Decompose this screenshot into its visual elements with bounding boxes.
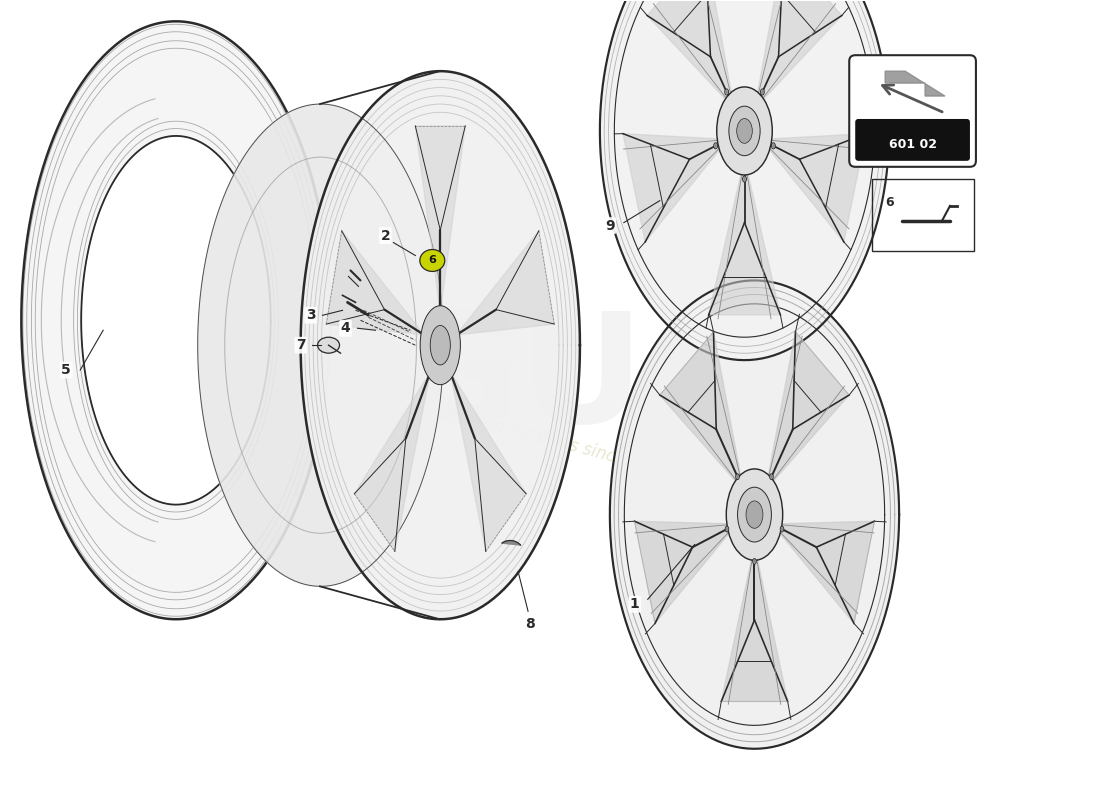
Ellipse shape bbox=[725, 89, 728, 95]
Ellipse shape bbox=[318, 338, 340, 353]
Ellipse shape bbox=[726, 90, 728, 94]
Ellipse shape bbox=[714, 142, 717, 149]
Polygon shape bbox=[300, 71, 580, 619]
Text: 7: 7 bbox=[296, 338, 306, 352]
Polygon shape bbox=[456, 230, 554, 335]
Polygon shape bbox=[21, 22, 331, 619]
Text: 601 02: 601 02 bbox=[889, 138, 936, 151]
Text: 6: 6 bbox=[428, 255, 437, 266]
Polygon shape bbox=[761, 134, 866, 242]
Text: 3: 3 bbox=[306, 308, 316, 322]
Ellipse shape bbox=[744, 178, 746, 181]
Polygon shape bbox=[755, 0, 842, 109]
Text: 5: 5 bbox=[62, 363, 72, 377]
Text: a passion for parts since 1985: a passion for parts since 1985 bbox=[427, 398, 673, 481]
Polygon shape bbox=[81, 136, 271, 505]
Polygon shape bbox=[766, 332, 849, 490]
Ellipse shape bbox=[726, 527, 728, 531]
Polygon shape bbox=[502, 541, 520, 545]
Polygon shape bbox=[327, 230, 425, 335]
Ellipse shape bbox=[430, 326, 450, 365]
Ellipse shape bbox=[754, 559, 756, 563]
Ellipse shape bbox=[760, 89, 764, 95]
FancyBboxPatch shape bbox=[849, 55, 976, 167]
Ellipse shape bbox=[761, 90, 763, 94]
Ellipse shape bbox=[420, 306, 461, 385]
Ellipse shape bbox=[729, 106, 760, 156]
Text: 6: 6 bbox=[886, 196, 894, 209]
Polygon shape bbox=[416, 126, 465, 312]
Ellipse shape bbox=[736, 475, 738, 478]
Polygon shape bbox=[647, 0, 735, 109]
Ellipse shape bbox=[737, 118, 752, 143]
Ellipse shape bbox=[770, 474, 773, 480]
Ellipse shape bbox=[780, 526, 784, 532]
Ellipse shape bbox=[420, 250, 444, 271]
Polygon shape bbox=[450, 372, 526, 551]
Ellipse shape bbox=[746, 501, 763, 528]
Polygon shape bbox=[198, 104, 443, 586]
Text: 4: 4 bbox=[341, 322, 351, 335]
Ellipse shape bbox=[738, 487, 771, 542]
Polygon shape bbox=[660, 332, 744, 490]
Ellipse shape bbox=[715, 144, 717, 147]
Text: 1: 1 bbox=[630, 598, 640, 611]
Polygon shape bbox=[708, 158, 780, 315]
Ellipse shape bbox=[781, 527, 783, 531]
Polygon shape bbox=[600, 0, 889, 360]
Ellipse shape bbox=[725, 526, 729, 532]
Ellipse shape bbox=[770, 475, 772, 478]
Text: GU: GU bbox=[395, 306, 645, 454]
Polygon shape bbox=[609, 281, 899, 749]
Polygon shape bbox=[772, 522, 874, 623]
Polygon shape bbox=[722, 545, 788, 702]
Ellipse shape bbox=[736, 474, 739, 480]
Polygon shape bbox=[886, 71, 945, 96]
Ellipse shape bbox=[726, 469, 783, 560]
Text: 8: 8 bbox=[525, 618, 535, 631]
Text: 2: 2 bbox=[381, 229, 390, 242]
FancyBboxPatch shape bbox=[855, 119, 970, 161]
Polygon shape bbox=[354, 372, 430, 551]
Text: 9: 9 bbox=[605, 218, 615, 233]
Ellipse shape bbox=[717, 87, 772, 175]
Ellipse shape bbox=[742, 176, 747, 182]
Ellipse shape bbox=[771, 142, 775, 149]
Polygon shape bbox=[623, 134, 728, 242]
Ellipse shape bbox=[772, 144, 774, 147]
Ellipse shape bbox=[752, 558, 757, 564]
Polygon shape bbox=[635, 522, 737, 623]
